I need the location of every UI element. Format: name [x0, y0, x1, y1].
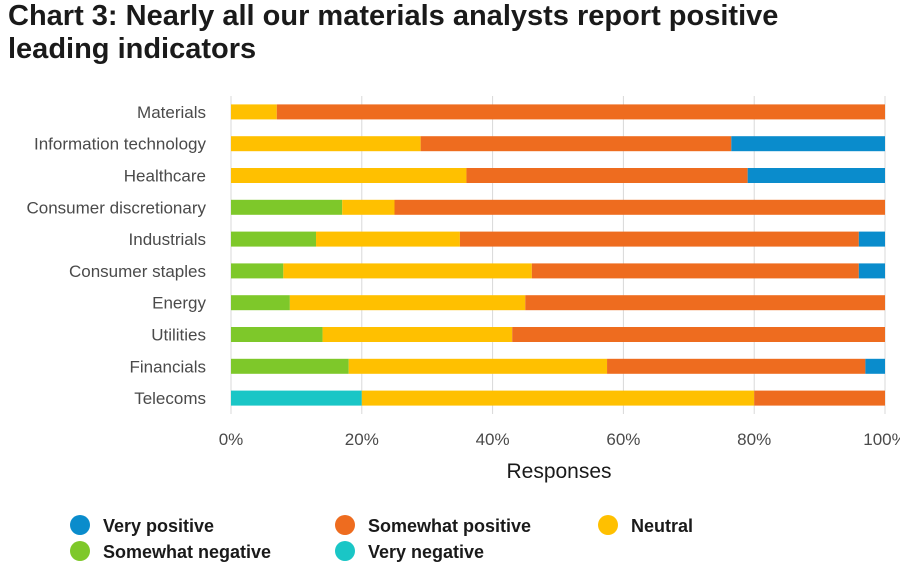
category-label: Consumer staples	[69, 262, 206, 281]
legend-label: Very negative	[368, 542, 484, 562]
x-tick-label: 100%	[863, 430, 900, 449]
legend-label: Somewhat positive	[368, 516, 531, 536]
category-label: Consumer discretionary	[26, 198, 206, 217]
bar-segment	[231, 263, 284, 279]
category-label: Financials	[129, 357, 206, 376]
bar-segment	[283, 263, 532, 279]
bar-segment	[858, 263, 885, 279]
bar-segment	[865, 358, 885, 374]
category-label: Utilities	[151, 326, 206, 345]
x-axis-title: Responses	[506, 460, 611, 483]
bar-segment	[316, 231, 460, 247]
bar-segment	[512, 327, 885, 342]
bar-segment	[858, 231, 885, 247]
bar-segment	[525, 295, 885, 311]
legend-swatch	[70, 515, 90, 535]
bars	[231, 104, 885, 406]
bar-segment	[231, 390, 362, 406]
category-label: Information technology	[34, 135, 206, 154]
x-tick-labels: 0% 20% 40% 60% 80% 100%	[219, 430, 900, 449]
bar-segment	[731, 136, 885, 152]
x-tick-label: 80%	[737, 430, 771, 449]
bar-segment	[361, 390, 755, 406]
chart-title: Chart 3: Nearly all our materials analys…	[8, 0, 779, 65]
x-tick-label: 20%	[345, 430, 379, 449]
bar-segment	[466, 168, 748, 183]
bar-segment	[420, 136, 732, 152]
category-label: Telecoms	[134, 389, 206, 408]
bar-segment	[607, 358, 866, 374]
category-label: Healthcare	[124, 167, 206, 186]
bar-segment	[342, 199, 395, 215]
bar-segment	[322, 327, 513, 342]
category-labels: Materials Information technology Healthcar…	[26, 103, 206, 408]
bar-segment	[231, 168, 467, 183]
legend-label: Neutral	[631, 516, 693, 536]
bar-segment	[289, 295, 526, 311]
x-tick-label: 40%	[476, 430, 510, 449]
category-label: Industrials	[129, 230, 206, 249]
legend-swatch	[335, 515, 355, 535]
legend-label: Somewhat negative	[103, 542, 271, 562]
bar-segment	[231, 136, 421, 152]
bar-segment	[231, 199, 343, 215]
legend-swatch	[598, 515, 618, 535]
bar-segment	[231, 104, 277, 120]
bar-segment	[747, 168, 885, 183]
x-tick-label: 60%	[606, 430, 640, 449]
bar-segment	[531, 263, 859, 279]
bar-segment	[231, 358, 349, 374]
legend-swatch	[70, 541, 90, 561]
bar-segment	[231, 295, 290, 311]
category-label: Energy	[152, 294, 206, 313]
bar-segment	[231, 231, 317, 247]
legend: Very positive Somewhat positive Neutral Som…	[70, 515, 693, 562]
bar-segment	[348, 358, 608, 374]
bar-segment	[231, 327, 323, 342]
legend-label: Very positive	[103, 516, 214, 536]
category-label: Materials	[137, 103, 206, 122]
legend-swatch	[335, 541, 355, 561]
x-tick-label: 0%	[219, 430, 244, 449]
bar-segment	[394, 199, 885, 215]
bar-segment	[754, 390, 885, 406]
bar-segment	[276, 104, 885, 120]
bar-segment	[459, 231, 859, 247]
